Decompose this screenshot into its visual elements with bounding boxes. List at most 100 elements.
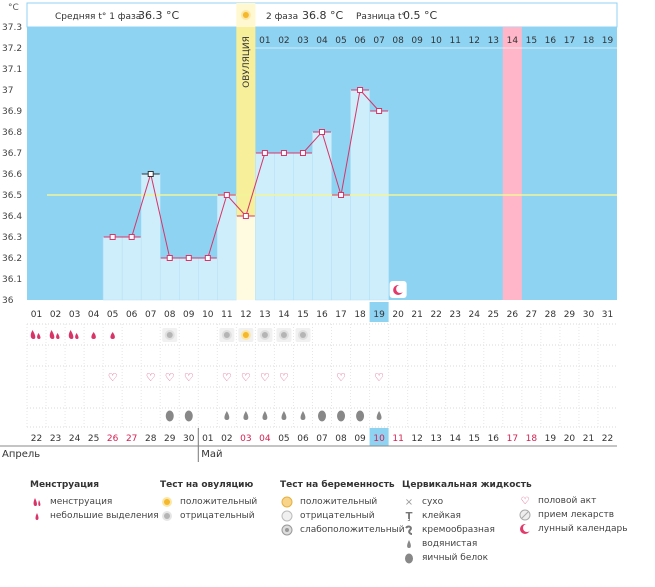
- drop-light-icon: [91, 332, 96, 339]
- drop-light-icon: [110, 332, 115, 339]
- legend-label: слабоположительный: [300, 525, 405, 535]
- legend-item: ♡ половой акт: [518, 494, 628, 508]
- heart-icon: ♡: [336, 371, 346, 384]
- legend-item: водянистая: [402, 537, 532, 551]
- watery-icon: [281, 411, 287, 420]
- post-ovulation-day: 19: [602, 36, 614, 46]
- calendar-date: 04: [259, 434, 271, 444]
- calendar-date: 23: [50, 434, 61, 444]
- y-tick-label: 36: [2, 296, 14, 306]
- temp-point: [147, 171, 154, 177]
- calendar-date: 08: [335, 434, 347, 444]
- watery-icon: [262, 411, 268, 420]
- cycle-day-label: 31: [602, 310, 613, 320]
- legend-label: положительный: [300, 497, 378, 507]
- calendar-date: 01: [202, 434, 213, 444]
- calendar-date: 19: [545, 434, 557, 444]
- legend-title: Тест на овуляцию: [160, 480, 254, 490]
- heart-icon: ♡: [520, 495, 530, 507]
- sun-core: [223, 332, 230, 338]
- temp-point: [261, 150, 268, 156]
- calendar-date: 16: [488, 434, 500, 444]
- heart-icon: ♡: [184, 371, 194, 384]
- temp-bar: [140, 173, 161, 301]
- temp-bar: [217, 194, 237, 301]
- watery-icon: [300, 411, 306, 420]
- cycle-day-label: 07: [145, 310, 156, 320]
- calendar-date: 29: [164, 434, 176, 444]
- y-tick-label: 36.8: [2, 128, 22, 138]
- unit-label: °C: [8, 3, 19, 13]
- y-tick-label: 36.3: [2, 233, 22, 243]
- heart-icon: ♡: [165, 371, 175, 384]
- watery-icon: [224, 411, 230, 420]
- predicted-period-column: [502, 27, 522, 300]
- circle-positive-icon: [280, 496, 294, 508]
- legend-title: Тест на беременность: [280, 480, 395, 490]
- temp-point: [109, 234, 116, 240]
- egg-white-icon: [318, 410, 326, 422]
- post-ovulation-day: 02: [278, 36, 289, 46]
- calendar-date: 22: [31, 434, 42, 444]
- cycle-day-label: 26: [507, 310, 519, 320]
- post-ovulation-day: 12: [469, 36, 480, 46]
- cycle-day-label: 15: [297, 310, 308, 320]
- cycle-day-label: 10: [202, 310, 214, 320]
- current-day-highlight: [369, 302, 389, 322]
- y-tick-label: 37.3: [2, 23, 22, 33]
- drop-heavy-icon: [30, 330, 41, 339]
- post-ovulation-day: 13: [488, 36, 499, 46]
- legend-item: отрицательный: [280, 509, 405, 523]
- calendar-date: 25: [88, 434, 99, 444]
- legend-label: отрицательный: [180, 511, 255, 521]
- sun-core: [242, 332, 249, 338]
- legend-label: половой акт: [538, 496, 597, 506]
- cycle-day-label: 06: [126, 310, 138, 320]
- legend-menstruation: Менструация менструация небольшие выделе…: [30, 480, 159, 523]
- cycle-day-label: 05: [107, 310, 118, 320]
- ovulation-label: ОВУЛЯЦИЯ: [242, 36, 252, 88]
- cycle-day-label: 02: [50, 310, 61, 320]
- legend-item: небольшие выделения: [30, 509, 159, 523]
- circle-negative-icon: [280, 510, 294, 522]
- cycle-day-label: 14: [278, 310, 290, 320]
- legend-item: прием лекарств: [518, 508, 628, 522]
- calendar-date: 14: [449, 434, 461, 444]
- post-ovulation-day: 14: [507, 36, 519, 46]
- calendar-date: 26: [107, 434, 119, 444]
- dry-icon: ×: [404, 496, 414, 508]
- legend-label: водянистая: [422, 539, 478, 549]
- temp-bar: [121, 236, 142, 301]
- legend-label: менструация: [50, 497, 113, 507]
- watery-icon: [402, 538, 416, 550]
- watery-icon: [376, 411, 382, 420]
- diff-label: Разница t°: [356, 12, 406, 22]
- legend-label: лунный календарь: [538, 524, 628, 534]
- legend-item: отрицательный: [160, 509, 257, 523]
- legend-item: положительный: [280, 495, 405, 509]
- heart-icon: ♡: [279, 371, 289, 384]
- cycle-day-label: 04: [88, 310, 100, 320]
- temp-point: [185, 255, 192, 261]
- cycle-day-label: 16: [316, 310, 328, 320]
- legend-item: яичный белок: [402, 551, 532, 565]
- cycle-day-label: 13: [259, 310, 270, 320]
- legend-item: лунный календарь: [518, 522, 628, 536]
- sun-core: [299, 332, 306, 338]
- cycle-day-label: 19: [373, 310, 385, 320]
- legend-title: Менструация: [30, 480, 99, 490]
- temp-bar: [369, 110, 389, 301]
- cycle-day-label: 27: [526, 310, 537, 320]
- heart-icon: ♡: [146, 371, 156, 384]
- y-tick-label: 36.1: [2, 275, 22, 285]
- calendar-date: 28: [145, 434, 157, 444]
- temp-point: [357, 87, 364, 93]
- temp-bar: [198, 257, 218, 301]
- temp-bar: [274, 152, 294, 301]
- heart-icon: ♡: [260, 371, 270, 384]
- phase2-label: 2 фаза: [266, 12, 298, 22]
- calendar-date: 13: [430, 434, 441, 444]
- legend-item: кремообразная: [402, 523, 532, 537]
- post-ovulation-day: 09: [411, 36, 423, 46]
- cycle-day-label: 11: [221, 310, 232, 320]
